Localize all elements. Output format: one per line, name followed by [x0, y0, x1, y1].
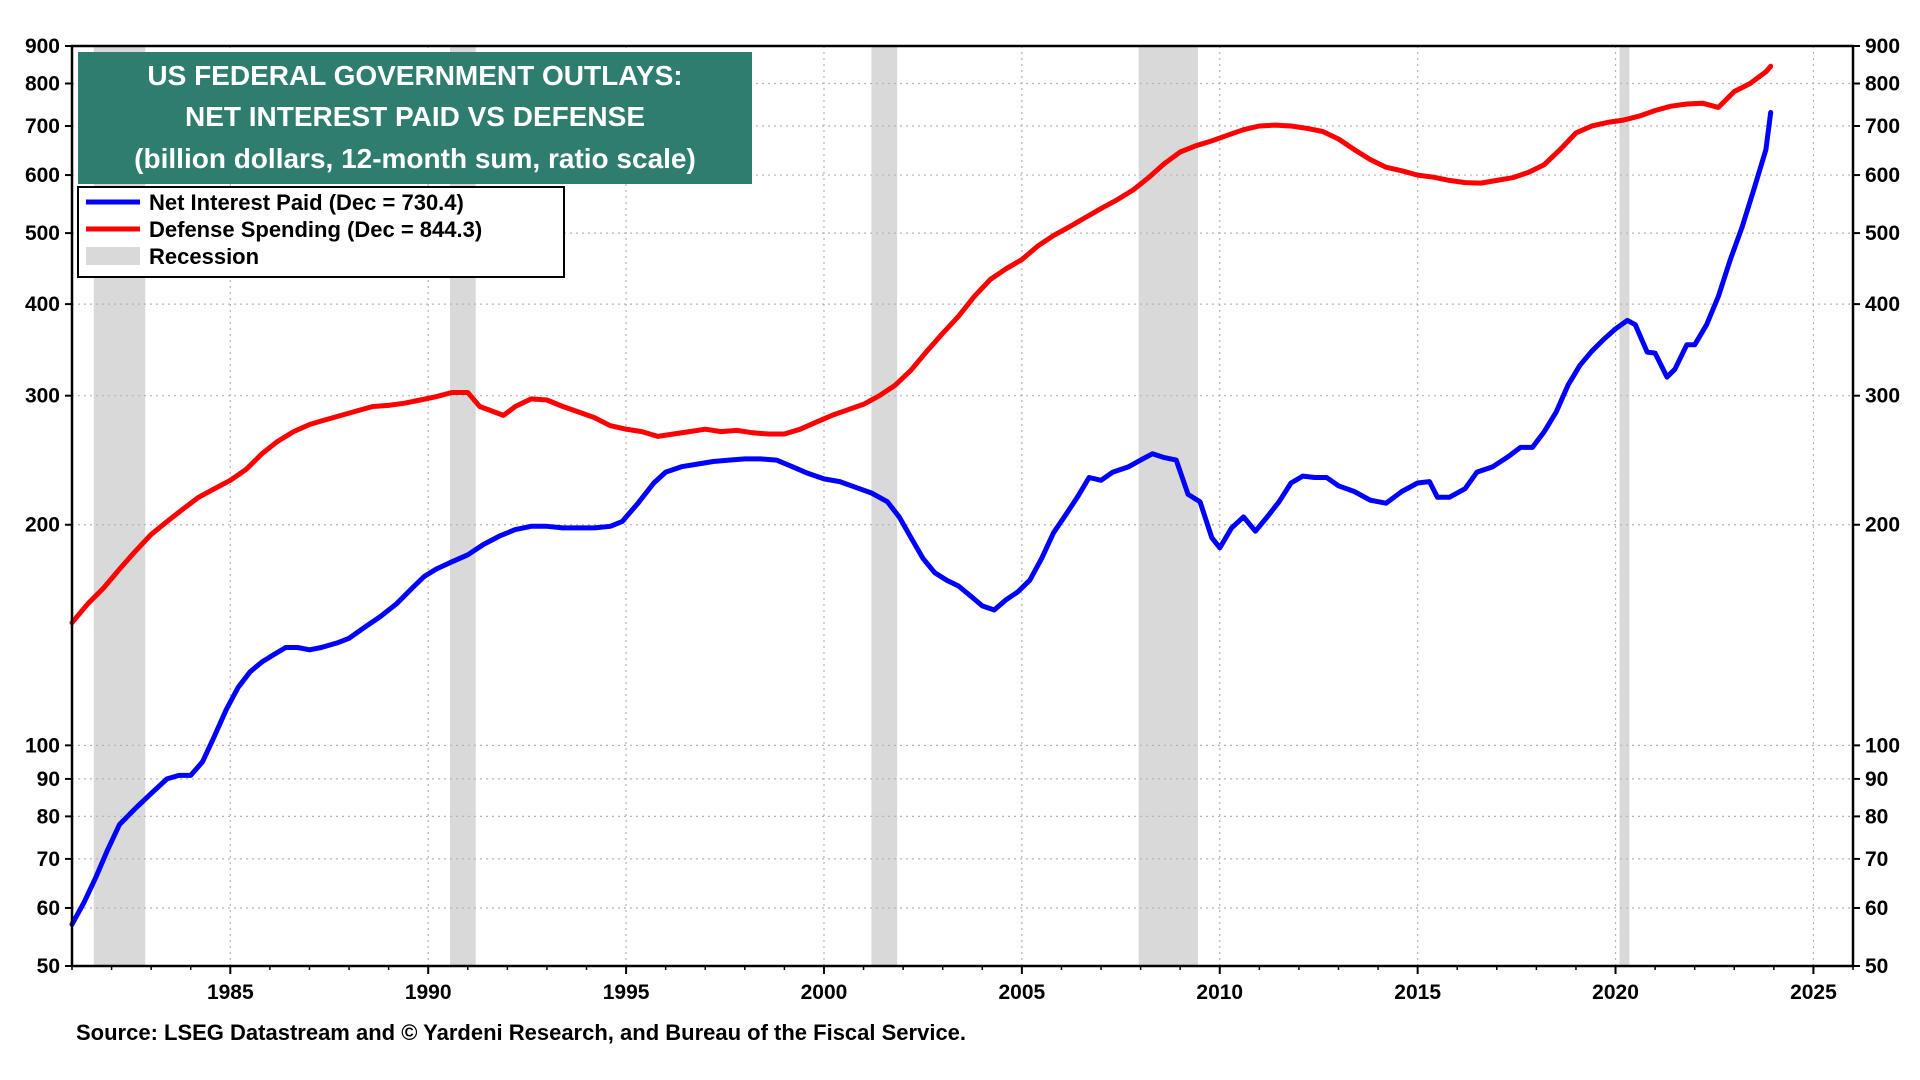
legend: Net Interest Paid (Dec = 730.4) Defense …	[77, 186, 565, 278]
y-tick-label-left-50: 50	[37, 955, 60, 978]
y-tick-label-right-60: 60	[1865, 897, 1888, 920]
x-tick-label-2020: 2020	[1592, 981, 1639, 1004]
y-tick-label-left-900: 900	[25, 35, 60, 58]
y-tick-label-left-100: 100	[25, 734, 60, 757]
legend-frame	[77, 186, 565, 278]
y-tick-label-right-300: 300	[1865, 385, 1900, 408]
y-tick-label-right-50: 50	[1865, 955, 1888, 978]
y-tick-label-left-500: 500	[25, 222, 60, 245]
series-line-defense	[69, 63, 1774, 626]
y-tick-label-right-400: 400	[1865, 293, 1900, 316]
recession-band-5	[1619, 46, 1630, 966]
y-tick-label-left-300: 300	[25, 385, 60, 408]
source-note: Source: LSEG Datastream and © Yardeni Re…	[76, 1020, 966, 1045]
y-tick-label-right-800: 800	[1865, 72, 1900, 95]
y-tick-label-left-90: 90	[37, 768, 60, 791]
series-line-net-interest	[69, 110, 1774, 927]
series-lines	[69, 63, 1774, 927]
y-tick-label-right-900: 900	[1865, 35, 1900, 58]
recession-band-4	[1138, 46, 1198, 966]
y-tick-label-left-800: 800	[25, 72, 60, 95]
legend-label-recession: Recession	[149, 244, 259, 269]
legend-label-net-interest: Net Interest Paid (Dec = 730.4)	[149, 190, 464, 215]
y-tick-label-left-700: 700	[25, 115, 60, 138]
chart-title-box: US FEDERAL GOVERNMENT OUTLAYS: NET INTER…	[78, 52, 752, 184]
y-tick-label-right-200: 200	[1865, 514, 1900, 537]
chart-title-line-2: NET INTEREST PAID VS DEFENSE	[185, 101, 645, 132]
legend-swatch-recession	[86, 247, 140, 265]
x-tick-label-1995: 1995	[603, 981, 650, 1004]
title-background	[78, 52, 752, 184]
y-tick-label-right-700: 700	[1865, 115, 1900, 138]
x-tick-label-2010: 2010	[1196, 981, 1243, 1004]
y-tick-label-right-90: 90	[1865, 768, 1888, 791]
y-tick-label-left-600: 600	[25, 164, 60, 187]
x-tick-label-1990: 1990	[405, 981, 452, 1004]
legend-label-defense: Defense Spending (Dec = 844.3)	[149, 217, 482, 242]
x-tick-label-2005: 2005	[999, 981, 1046, 1004]
y-tick-label-right-500: 500	[1865, 222, 1900, 245]
y-tick-label-right-70: 70	[1865, 848, 1888, 871]
plot-frame	[70, 44, 1855, 968]
chart-title-line-3: (billion dollars, 12-month sum, ratio sc…	[134, 143, 696, 174]
x-tick-label-2025: 2025	[1790, 981, 1837, 1004]
y-tick-label-left-70: 70	[37, 848, 60, 871]
chart-title-line-1: US FEDERAL GOVERNMENT OUTLAYS:	[147, 60, 682, 91]
x-tick-label-2000: 2000	[801, 981, 848, 1004]
y-tick-label-right-80: 80	[1865, 805, 1888, 828]
axes: 1985 1990 1995 2000 2005 2010 2015 2020 2025 50 50…	[25, 35, 1900, 1004]
y-tick-label-left-400: 400	[25, 293, 60, 316]
x-tick-label-2015: 2015	[1394, 981, 1441, 1004]
y-tick-label-left-200: 200	[25, 514, 60, 537]
y-tick-label-left-60: 60	[37, 897, 60, 920]
y-tick-label-right-100: 100	[1865, 734, 1900, 757]
y-tick-label-left-80: 80	[37, 805, 60, 828]
y-tick-label-right-600: 600	[1865, 164, 1900, 187]
x-tick-label-1985: 1985	[207, 981, 254, 1004]
